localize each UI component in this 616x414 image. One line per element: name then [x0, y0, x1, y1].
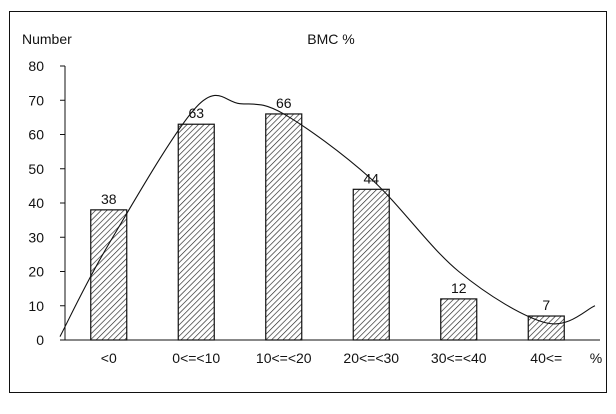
x-axis-unit: %: [590, 350, 602, 366]
bar-value-label: 63: [188, 105, 204, 121]
bar: [265, 113, 303, 341]
x-tick-label: 0<=<10: [172, 350, 220, 366]
x-tick-labels: <0 0<=<10 10<=<20 20<=<30 30<=<40 40<=: [101, 350, 562, 366]
bar-value-label: 66: [276, 95, 292, 111]
bar: [90, 209, 128, 341]
y-tick-label: 50: [28, 161, 44, 177]
chart-frame: [9, 11, 607, 393]
y-tick-label: 10: [28, 298, 44, 314]
x-tick-label: 20<=<30: [343, 350, 399, 366]
x-tick-label: <0: [101, 350, 117, 366]
x-tick-label: 40<=: [530, 350, 562, 366]
bars: [90, 113, 565, 341]
bar: [440, 298, 478, 341]
y-tick-label: 20: [28, 264, 44, 280]
bar: [527, 315, 565, 341]
y-tick-label: 30: [28, 229, 44, 245]
bar-value-label: 7: [542, 297, 550, 313]
y-ticks: 0 10 20 30 40 50 60 70 80: [28, 58, 65, 348]
y-tick-label: 40: [28, 195, 44, 211]
bar: [352, 188, 390, 341]
y-tick-label: 0: [36, 332, 44, 348]
x-tick-label: 10<=<20: [256, 350, 312, 366]
y-axis-label: Number: [22, 31, 72, 47]
fitted-curve: [59, 95, 596, 337]
bar-value-label: 38: [101, 191, 117, 207]
chart-title: BMC %: [307, 31, 354, 47]
y-tick-label: 70: [28, 92, 44, 108]
bar-value-label: 12: [451, 280, 467, 296]
bar: [177, 123, 215, 341]
y-tick-label: 60: [28, 127, 44, 143]
y-tick-label: 80: [28, 58, 44, 74]
x-tick-label: 30<=<40: [431, 350, 487, 366]
